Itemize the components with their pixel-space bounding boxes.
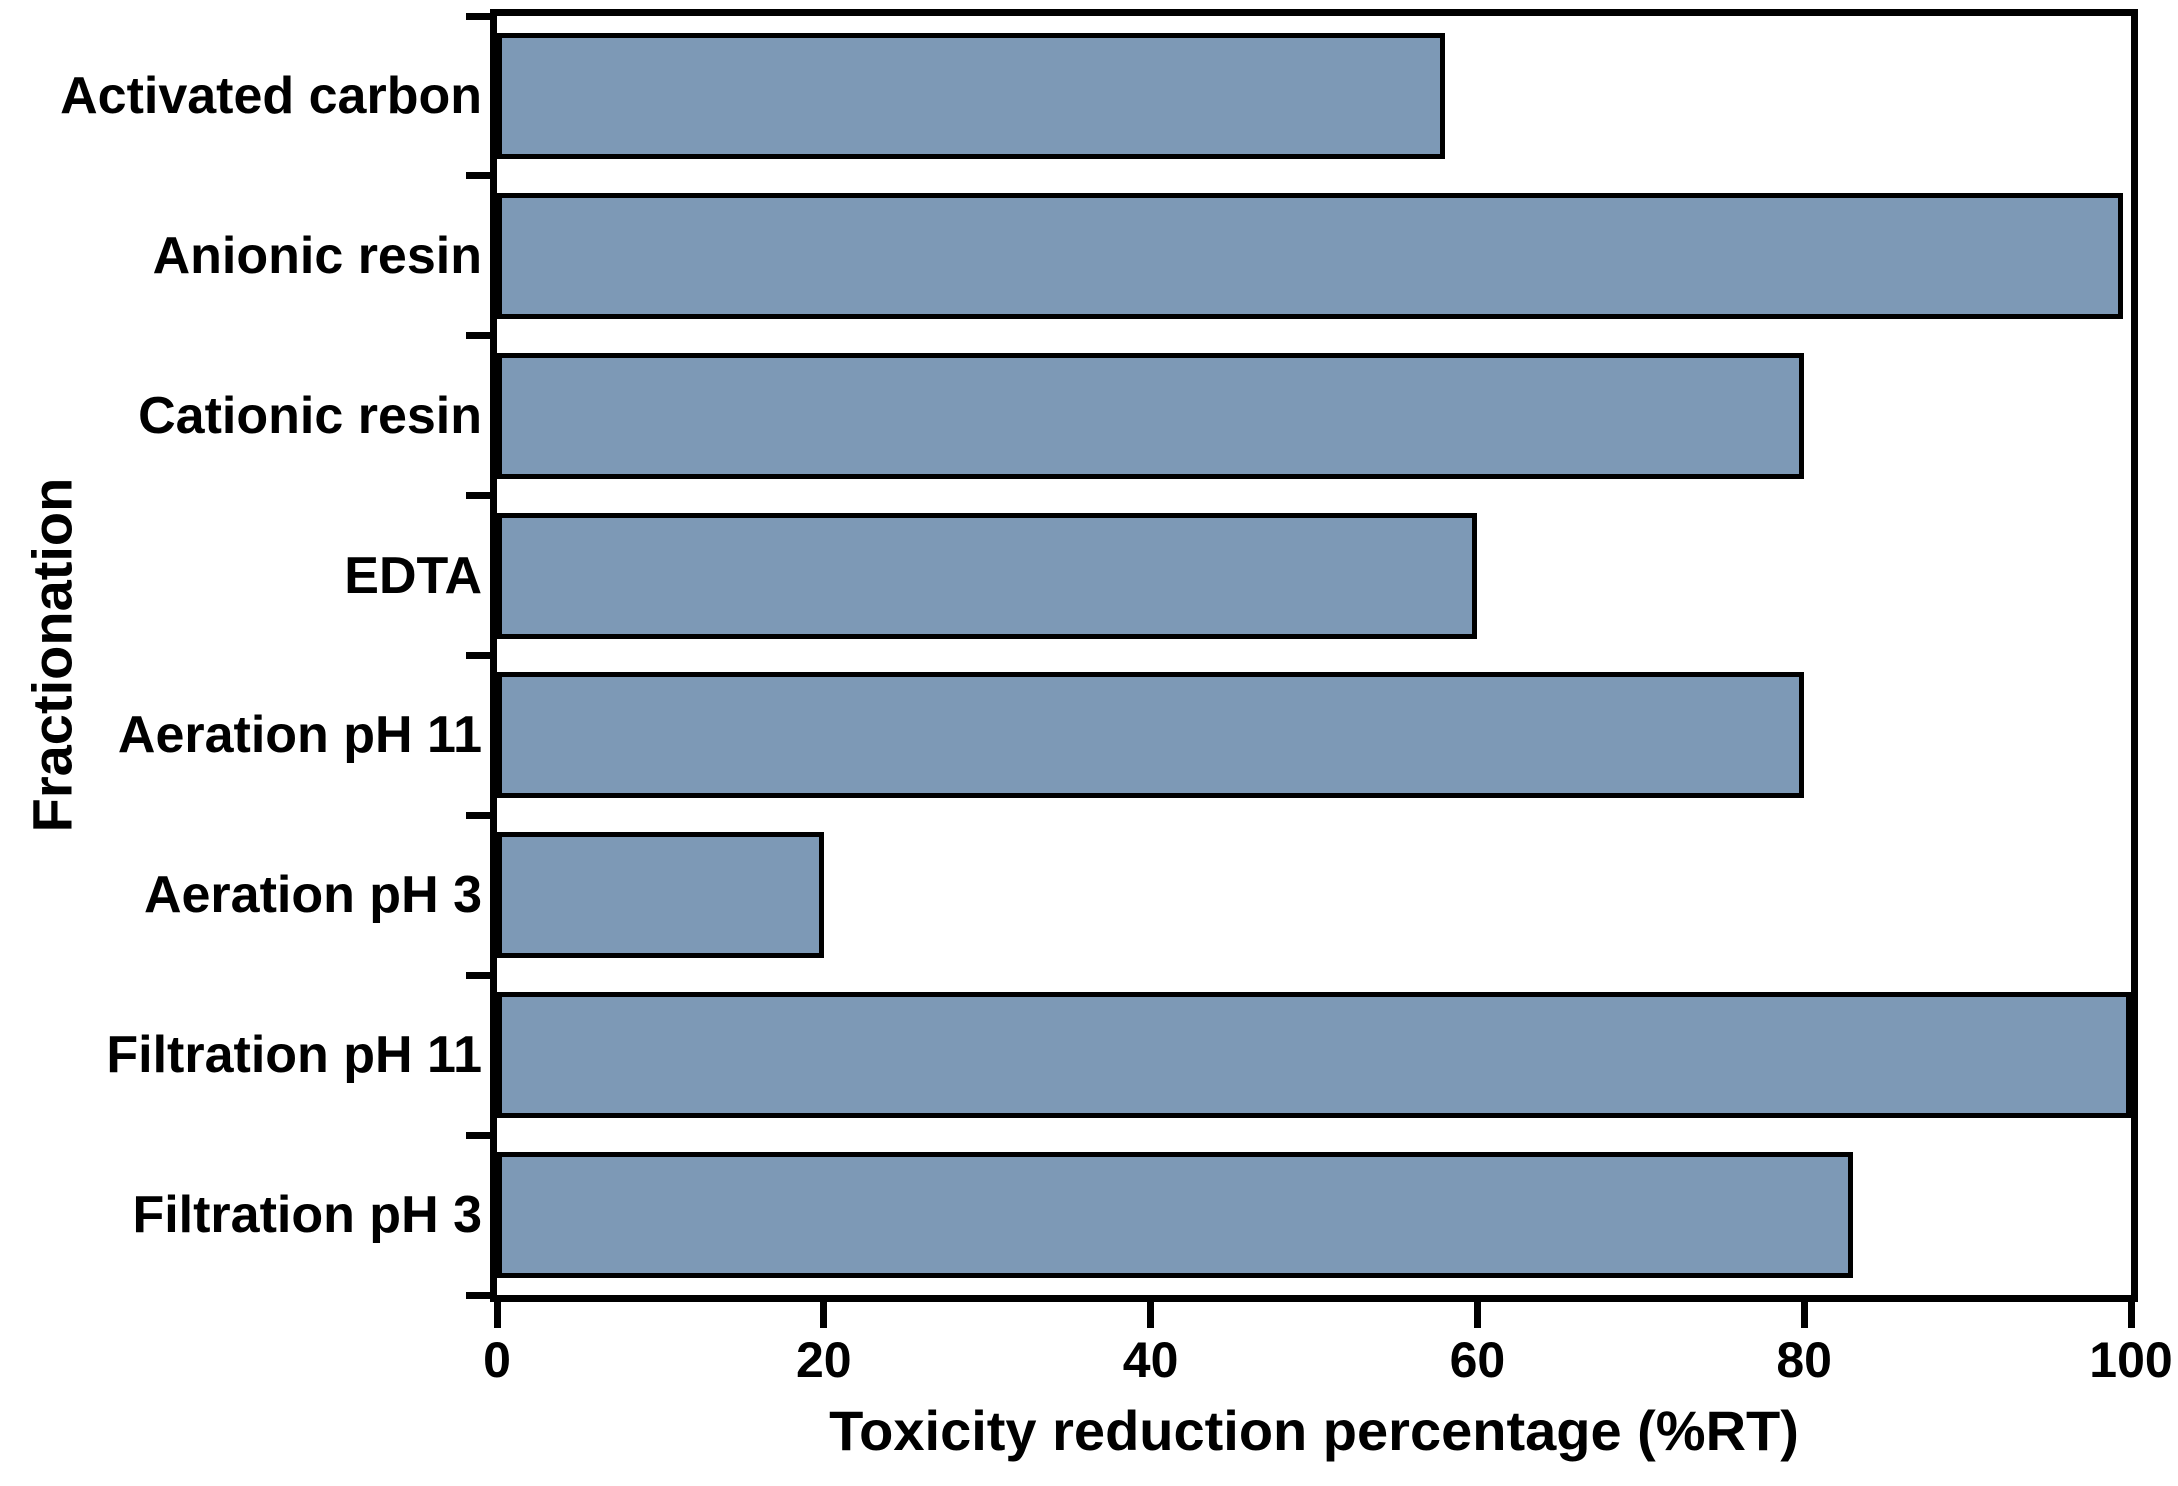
y-axis-tick: [466, 652, 490, 659]
x-axis-tick-label: 40: [1122, 1332, 1179, 1388]
x-axis-tick-label: 60: [1449, 1332, 1506, 1388]
y-axis-tick: [466, 811, 490, 819]
category-label: Anionic resin: [152, 226, 482, 285]
bar: [497, 512, 1478, 639]
bar: [497, 1152, 1854, 1279]
bar: [497, 672, 1805, 799]
x-axis-tick-label: 0: [483, 1332, 511, 1388]
category-label: Filtration pH 11: [106, 1026, 482, 1085]
y-axis-tick: [466, 492, 490, 500]
x-axis-tick: [1800, 1302, 1808, 1328]
y-axis-tick: [466, 12, 490, 20]
category-label: Filtration pH 3: [132, 1186, 482, 1245]
bar: [497, 992, 2131, 1119]
x-axis-tick-label: 20: [795, 1332, 852, 1388]
y-axis-tick: [466, 1291, 490, 1299]
category-label: Aeration pH 11: [117, 706, 482, 765]
category-label: EDTA: [344, 546, 482, 605]
y-axis-tick: [466, 1131, 490, 1139]
x-axis-tick: [2127, 1302, 2135, 1328]
plot-area: [466, 9, 2138, 1302]
bar: [497, 832, 824, 959]
category-label: Aeration pH 3: [143, 866, 482, 925]
y-axis-title: Fractionation: [20, 477, 84, 833]
y-axis-tick: [466, 971, 490, 979]
y-axis-tick: [466, 172, 490, 180]
x-axis-tick-label: 100: [2089, 1332, 2173, 1388]
y-axis-tick: [466, 332, 490, 340]
bar: [497, 192, 2123, 319]
category-label: Cationic resin: [138, 386, 482, 445]
x-axis-tick-label: 80: [1776, 1332, 1832, 1388]
bar: [497, 352, 1805, 479]
x-axis-tick: [1473, 1302, 1481, 1328]
x-axis-title: Toxicity reduction percentage (%RT): [829, 1399, 1799, 1462]
x-axis-tick: [820, 1302, 828, 1328]
x-axis-tick: [493, 1302, 501, 1328]
bar: [497, 32, 1445, 159]
x-axis-tick: [1147, 1302, 1155, 1328]
category-label: Activated carbon: [60, 66, 482, 125]
